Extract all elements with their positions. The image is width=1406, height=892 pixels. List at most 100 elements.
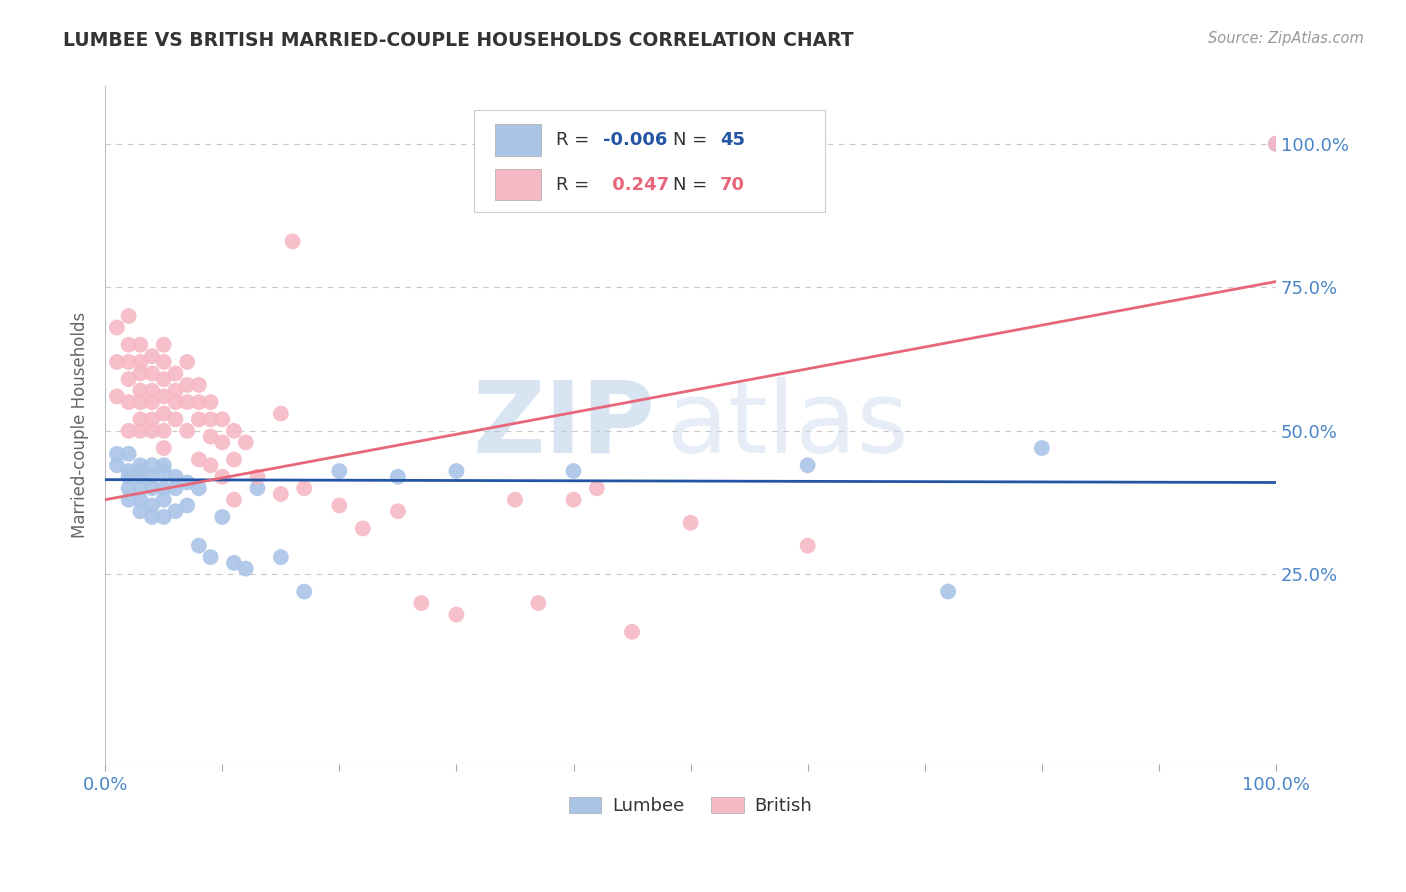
- Point: [117, 481, 139, 495]
- Point: [200, 458, 222, 473]
- Point: [141, 349, 163, 363]
- Point: [270, 550, 292, 565]
- Point: [270, 487, 292, 501]
- Point: [211, 435, 233, 450]
- Point: [187, 378, 209, 392]
- Point: [586, 481, 609, 495]
- Point: [105, 458, 128, 473]
- Point: [141, 412, 163, 426]
- Point: [187, 481, 209, 495]
- Point: [1031, 441, 1053, 455]
- Point: [152, 492, 174, 507]
- Point: [141, 510, 163, 524]
- Point: [200, 550, 222, 565]
- Point: [117, 492, 139, 507]
- Point: [222, 424, 245, 438]
- Point: [152, 372, 174, 386]
- Point: [165, 481, 187, 495]
- Point: [446, 464, 468, 478]
- Point: [152, 355, 174, 369]
- Point: [129, 469, 152, 483]
- Point: [176, 378, 198, 392]
- Point: [141, 481, 163, 495]
- Point: [152, 337, 174, 351]
- Point: [152, 464, 174, 478]
- Point: [129, 355, 152, 369]
- Point: [621, 624, 644, 639]
- FancyBboxPatch shape: [495, 169, 541, 200]
- Point: [527, 596, 550, 610]
- Point: [446, 607, 468, 622]
- Point: [129, 424, 152, 438]
- Point: [117, 355, 139, 369]
- Point: [222, 556, 245, 570]
- Point: [129, 337, 152, 351]
- Point: [211, 469, 233, 483]
- Point: [200, 429, 222, 443]
- Point: [1265, 136, 1288, 151]
- Point: [129, 367, 152, 381]
- Point: [129, 395, 152, 409]
- Point: [187, 539, 209, 553]
- Point: [411, 596, 433, 610]
- Point: [141, 384, 163, 398]
- Point: [129, 384, 152, 398]
- Point: [1265, 136, 1288, 151]
- Text: Source: ZipAtlas.com: Source: ZipAtlas.com: [1208, 31, 1364, 46]
- Point: [176, 424, 198, 438]
- Text: ZIP: ZIP: [472, 376, 655, 474]
- Point: [117, 464, 139, 478]
- Point: [165, 395, 187, 409]
- Point: [387, 504, 409, 518]
- Point: [152, 441, 174, 455]
- Legend: Lumbee, British: Lumbee, British: [561, 789, 820, 822]
- Point: [152, 510, 174, 524]
- Text: 45: 45: [720, 131, 745, 149]
- Point: [200, 412, 222, 426]
- Point: [117, 424, 139, 438]
- Text: -0.006: -0.006: [603, 131, 668, 149]
- FancyBboxPatch shape: [495, 124, 541, 155]
- Point: [165, 384, 187, 398]
- Point: [152, 424, 174, 438]
- Point: [165, 504, 187, 518]
- Point: [105, 320, 128, 334]
- Point: [129, 412, 152, 426]
- Point: [562, 464, 585, 478]
- Point: [187, 452, 209, 467]
- Point: [129, 504, 152, 518]
- Point: [292, 481, 315, 495]
- Point: [117, 337, 139, 351]
- Point: [129, 458, 152, 473]
- Point: [152, 458, 174, 473]
- Text: 0.247: 0.247: [606, 176, 669, 194]
- Point: [235, 435, 257, 450]
- Point: [200, 395, 222, 409]
- Text: N =: N =: [673, 131, 713, 149]
- Point: [246, 481, 269, 495]
- Point: [117, 469, 139, 483]
- Point: [679, 516, 702, 530]
- Point: [165, 412, 187, 426]
- Point: [141, 424, 163, 438]
- Point: [222, 492, 245, 507]
- Point: [503, 492, 526, 507]
- Point: [387, 469, 409, 483]
- Point: [105, 447, 128, 461]
- Point: [796, 458, 818, 473]
- Point: [222, 452, 245, 467]
- Point: [176, 475, 198, 490]
- Point: [152, 481, 174, 495]
- Y-axis label: Married-couple Households: Married-couple Households: [72, 312, 89, 538]
- Point: [270, 407, 292, 421]
- Point: [235, 561, 257, 575]
- Point: [211, 510, 233, 524]
- Text: LUMBEE VS BRITISH MARRIED-COUPLE HOUSEHOLDS CORRELATION CHART: LUMBEE VS BRITISH MARRIED-COUPLE HOUSEHO…: [63, 31, 853, 50]
- Point: [117, 395, 139, 409]
- Point: [187, 412, 209, 426]
- Point: [176, 499, 198, 513]
- Point: [246, 469, 269, 483]
- Point: [176, 355, 198, 369]
- Text: atlas: atlas: [668, 376, 908, 474]
- Point: [129, 492, 152, 507]
